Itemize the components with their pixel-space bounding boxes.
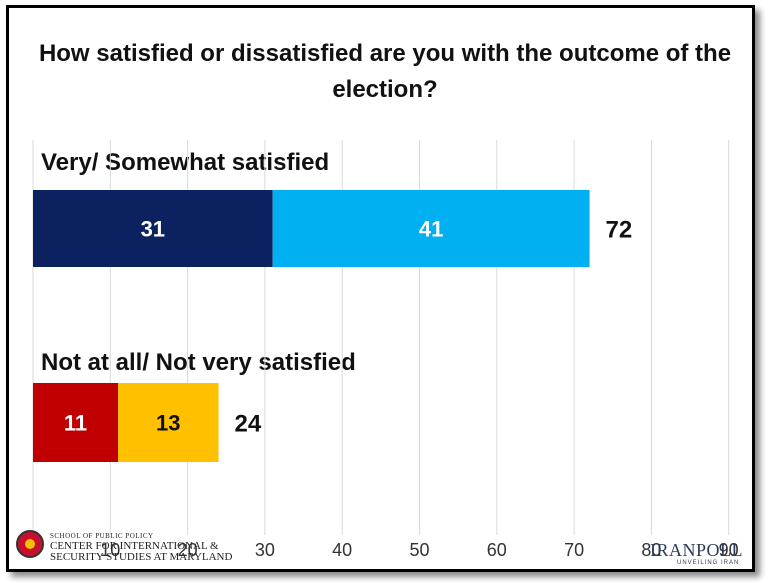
x-tick-label: 50 xyxy=(409,540,429,560)
chart-title: How satisfied or dissatisfied are you wi… xyxy=(38,40,732,103)
iranpoll-logo: IRANPOLL xyxy=(650,540,743,560)
total-label: 72 xyxy=(606,217,633,244)
x-tick-label: 60 xyxy=(487,540,507,560)
data-label: 31 xyxy=(141,217,165,242)
chart-frame xyxy=(6,5,755,572)
bar-segment xyxy=(118,383,219,462)
total-label: 24 xyxy=(235,411,262,438)
category-label-satisfied: Very/ Somewhat satisfied xyxy=(41,149,330,176)
category-label-not-satisfied: Not at all/ Not very satisfied xyxy=(41,349,356,376)
bar-segment xyxy=(33,190,273,267)
x-tick-label: 10 xyxy=(100,540,120,560)
bar-segment xyxy=(272,190,590,267)
x-tick-label: 30 xyxy=(255,540,275,560)
x-tick-label: 40 xyxy=(332,540,352,560)
x-tick-label: 20 xyxy=(178,540,198,560)
data-label: 13 xyxy=(156,411,180,436)
iranpoll-tagline: UNVEILING IRAN xyxy=(677,560,740,566)
university-seal-icon xyxy=(16,530,44,558)
x-tick-label: 90 xyxy=(719,540,739,560)
x-tick-label: 80 xyxy=(641,540,661,560)
x-tick-label: 70 xyxy=(564,540,584,560)
bar-segment xyxy=(33,383,119,462)
school-name: SCHOOL OF PUBLIC POLICY xyxy=(50,532,154,540)
center-name-line2: SECURITY STUDIES AT MARYLAND xyxy=(50,551,233,563)
data-label: 41 xyxy=(419,217,443,242)
data-label: 11 xyxy=(64,411,87,436)
center-name-line1: CENTER FOR INTERNATIONAL & xyxy=(50,540,219,552)
